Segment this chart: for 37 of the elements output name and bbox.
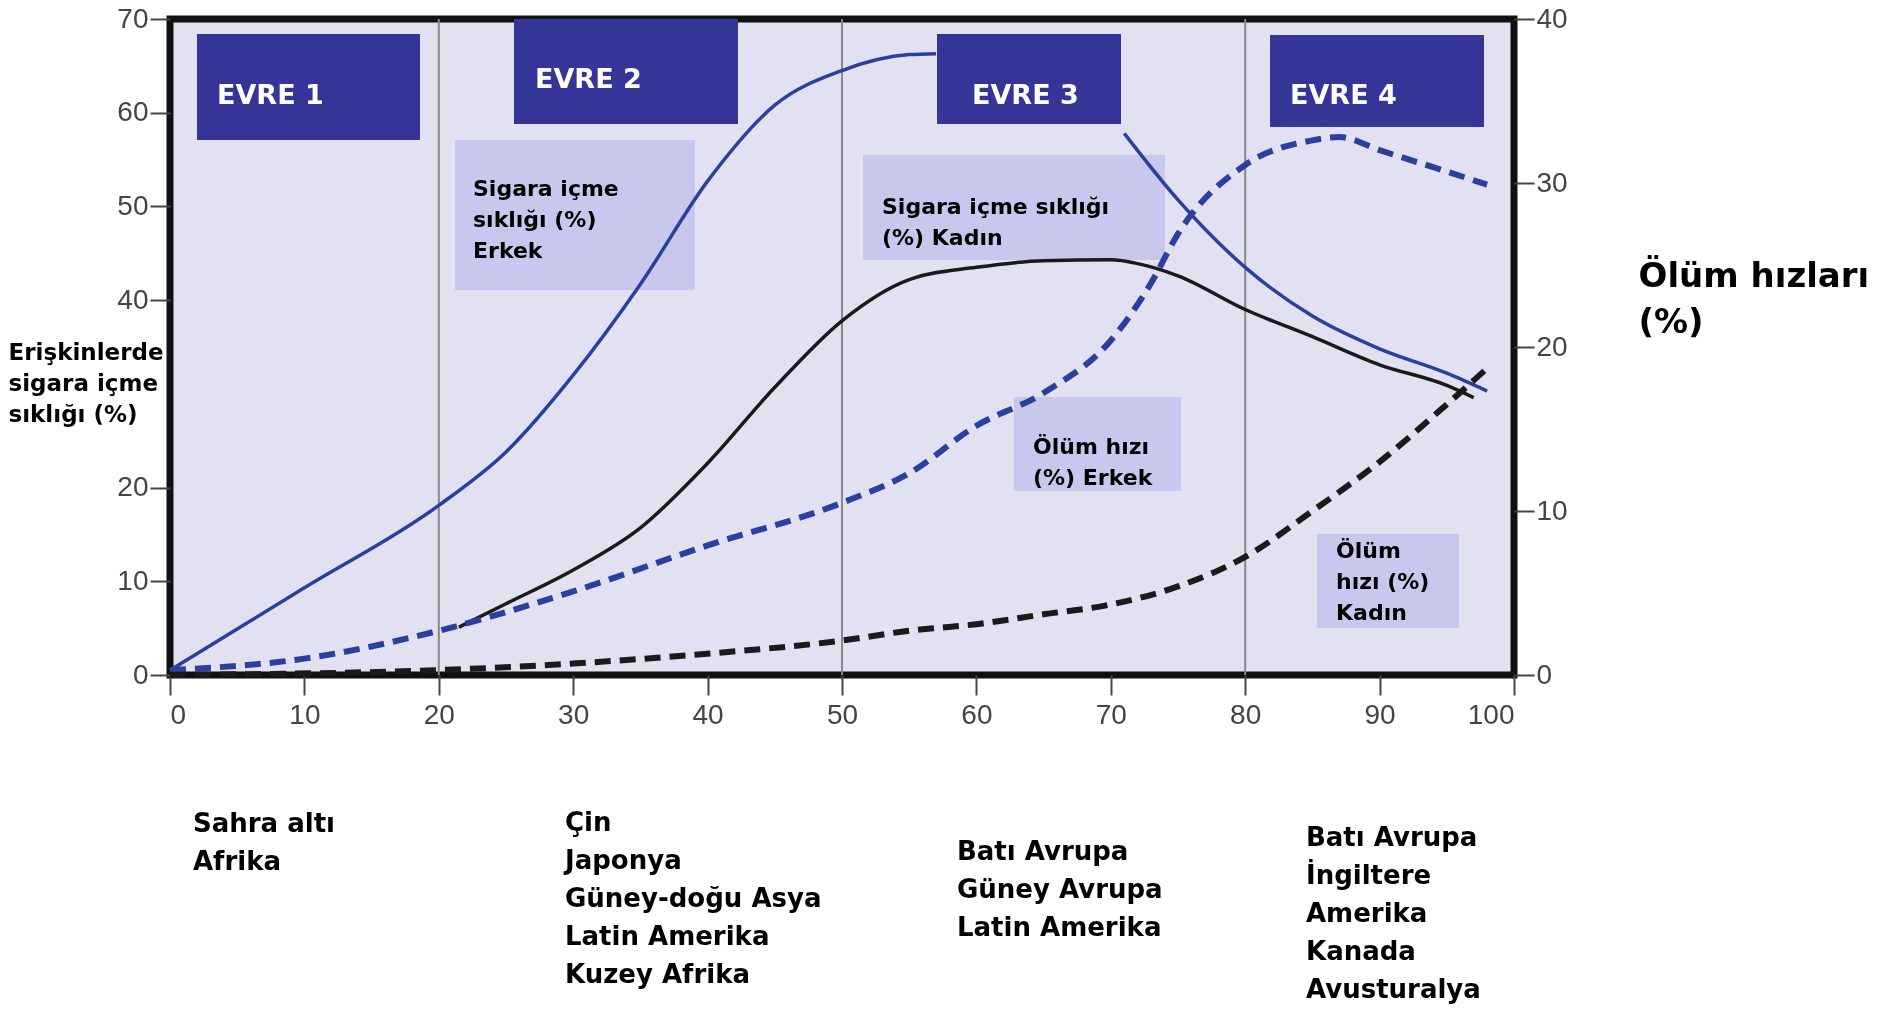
x-tick-label: 60 xyxy=(961,698,993,730)
series-label: Sigara içme sıklığı (%) Erkek xyxy=(473,176,619,263)
series-label: Ölüm hızı (%) Erkek xyxy=(1033,434,1154,490)
y-tick-label: 50 xyxy=(117,189,149,221)
x-tick-label: 90 xyxy=(1364,698,1396,730)
y2-tick-label: 40 xyxy=(1536,2,1568,34)
y2-tick-label: 10 xyxy=(1536,494,1568,526)
y2-tick-label: 0 xyxy=(1536,658,1553,690)
x-tick-label: 0 xyxy=(170,698,187,730)
x-tick-label: 70 xyxy=(1095,698,1127,730)
y-tick-label: 40 xyxy=(117,283,149,315)
x-tick-label: 40 xyxy=(692,698,724,730)
x-tick-label: 30 xyxy=(558,698,590,730)
y-tick-label: 70 xyxy=(117,2,149,34)
annotation: EVRE 3 xyxy=(972,79,1079,110)
text: Batı Avrupa Güney Avrupa Latin Amerika xyxy=(957,836,1163,942)
y2-tick-label: 30 xyxy=(1536,166,1568,198)
y-tick-label: 60 xyxy=(117,96,149,128)
x-tick-label: 80 xyxy=(1230,698,1262,730)
y2-tick-label: 20 xyxy=(1536,330,1568,362)
y-tick-label: 20 xyxy=(117,471,149,503)
series-label: Sigara içme sıklığı (%) Kadın xyxy=(882,194,1110,250)
x-tick-label: 50 xyxy=(826,698,859,730)
text: Çin Japonya Güney-doğu Asya Latin Amerika Kuzey Afrika xyxy=(563,807,822,989)
y2-axis-title: Ölüm hızları (%) xyxy=(1638,254,1870,341)
y-axis-title: Erişkinlerde sigara içme sıklığı (%) xyxy=(8,338,164,427)
x-tick-label: 10 xyxy=(289,698,321,730)
series-label: Ölüm hızı (%) Kadın xyxy=(1336,538,1430,625)
annotation: EVRE 4 xyxy=(1290,79,1397,110)
text: Sahra altı Afrika xyxy=(193,808,335,876)
text: Batı Avrupa İngiltere Amerika Kanada Avusturalya xyxy=(1306,822,1481,1004)
annotation: EVRE 1 xyxy=(217,79,324,110)
x-tick-label: 100 xyxy=(1467,698,1515,730)
x-tick-label: 20 xyxy=(423,698,455,730)
y-tick-label: 10 xyxy=(117,564,149,596)
annotation: EVRE 2 xyxy=(535,63,642,94)
y-tick-label: 0 xyxy=(132,658,149,690)
